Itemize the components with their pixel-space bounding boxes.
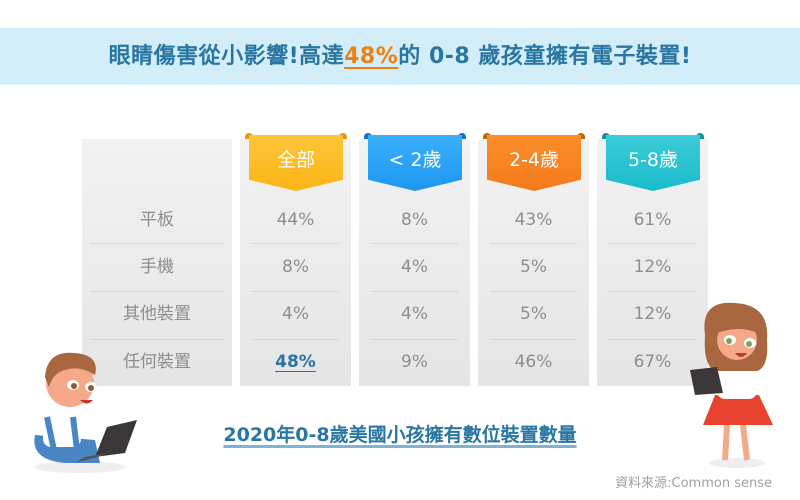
source-credit: 資料來源:Common sense (615, 476, 772, 491)
divider (90, 291, 224, 292)
column-header-2-4: 2-4歲 (508, 149, 560, 171)
divider (371, 339, 458, 340)
boy-with-laptop-illustration (34, 352, 137, 473)
ribbon-5-8: 5-8歲 (602, 133, 704, 191)
divider (490, 243, 577, 244)
column-header-5-8: 5-8歲 (627, 149, 679, 171)
divider (252, 243, 339, 244)
cell-value: 61% (633, 210, 672, 230)
cell-value: 12% (633, 257, 672, 277)
cell-value: 9% (401, 352, 428, 372)
cell-value: 44% (276, 210, 315, 230)
title-prefix: 眼睛傷害從小影響!高達 (108, 44, 345, 69)
cell-value: 5% (520, 304, 547, 324)
cell-value: 43% (514, 210, 553, 230)
title-highlight: 48% (344, 44, 399, 69)
ribbon-body (606, 135, 700, 191)
ribbon-under-2: < 2歲 (364, 133, 466, 191)
ribbon-all: 全部 (245, 133, 347, 191)
cell-value-highlight: 48% (275, 352, 316, 372)
divider (490, 291, 577, 292)
divider (90, 339, 224, 340)
girl-with-tablet-illustration (690, 302, 773, 468)
divider (252, 339, 339, 340)
cell-value: 8% (282, 257, 309, 277)
page-title: 眼睛傷害從小影響!高達48%的 0-8 歲孩童擁有電子裝置! (0, 28, 800, 85)
ribbon-body (249, 135, 343, 191)
ribbon-fold (458, 133, 466, 139)
divider (490, 339, 577, 340)
cell-value: 12% (633, 304, 672, 324)
row-label-other: 其他裝置 (123, 304, 191, 324)
title-banner: 眼睛傷害從小影響!高達48%的 0-8 歲孩童擁有電子裝置! (0, 28, 800, 85)
ribbon-2-4: 2-4歲 (483, 133, 585, 191)
cell-value: 4% (282, 304, 309, 324)
column-header-all: 全部 (276, 149, 315, 171)
cell-value: 5% (520, 257, 547, 277)
cell-value: 4% (401, 304, 428, 324)
divider (371, 291, 458, 292)
cell-value: 67% (633, 352, 672, 372)
title-suffix: 的 0-8 歲孩童擁有電子裝置! (398, 44, 692, 69)
cell-value: 4% (401, 257, 428, 277)
row-label-panel: 平板 手機 其他裝置 任何裝置 (82, 139, 232, 386)
divider (252, 291, 339, 292)
ribbon-fold (696, 133, 704, 139)
table-caption: 2020年0-8歲美國小孩擁有數位裝置數量 (0, 420, 800, 447)
row-label-tablet: 平板 (140, 210, 174, 230)
ribbon-body (487, 135, 581, 191)
ribbon-fold (577, 133, 585, 139)
row-label-phone: 手機 (140, 257, 174, 277)
divider (609, 291, 696, 292)
divider (609, 243, 696, 244)
table-caption-text: 2020年0-8歲美國小孩擁有數位裝置數量 (223, 424, 577, 446)
row-label-any: 任何裝置 (123, 352, 191, 372)
ribbon-body (368, 135, 462, 191)
divider (371, 243, 458, 244)
cell-value: 8% (401, 210, 428, 230)
divider (90, 243, 224, 244)
divider (609, 339, 696, 340)
cell-value: 46% (514, 352, 553, 372)
column-header-under-2: < 2歲 (388, 149, 442, 171)
ribbon-fold (339, 133, 347, 139)
